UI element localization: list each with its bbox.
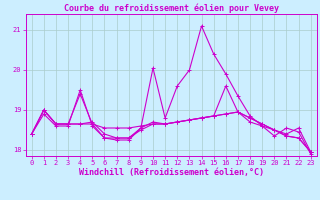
- X-axis label: Windchill (Refroidissement éolien,°C): Windchill (Refroidissement éolien,°C): [79, 168, 264, 177]
- Title: Courbe du refroidissement éolien pour Vevey: Courbe du refroidissement éolien pour Ve…: [64, 4, 279, 13]
